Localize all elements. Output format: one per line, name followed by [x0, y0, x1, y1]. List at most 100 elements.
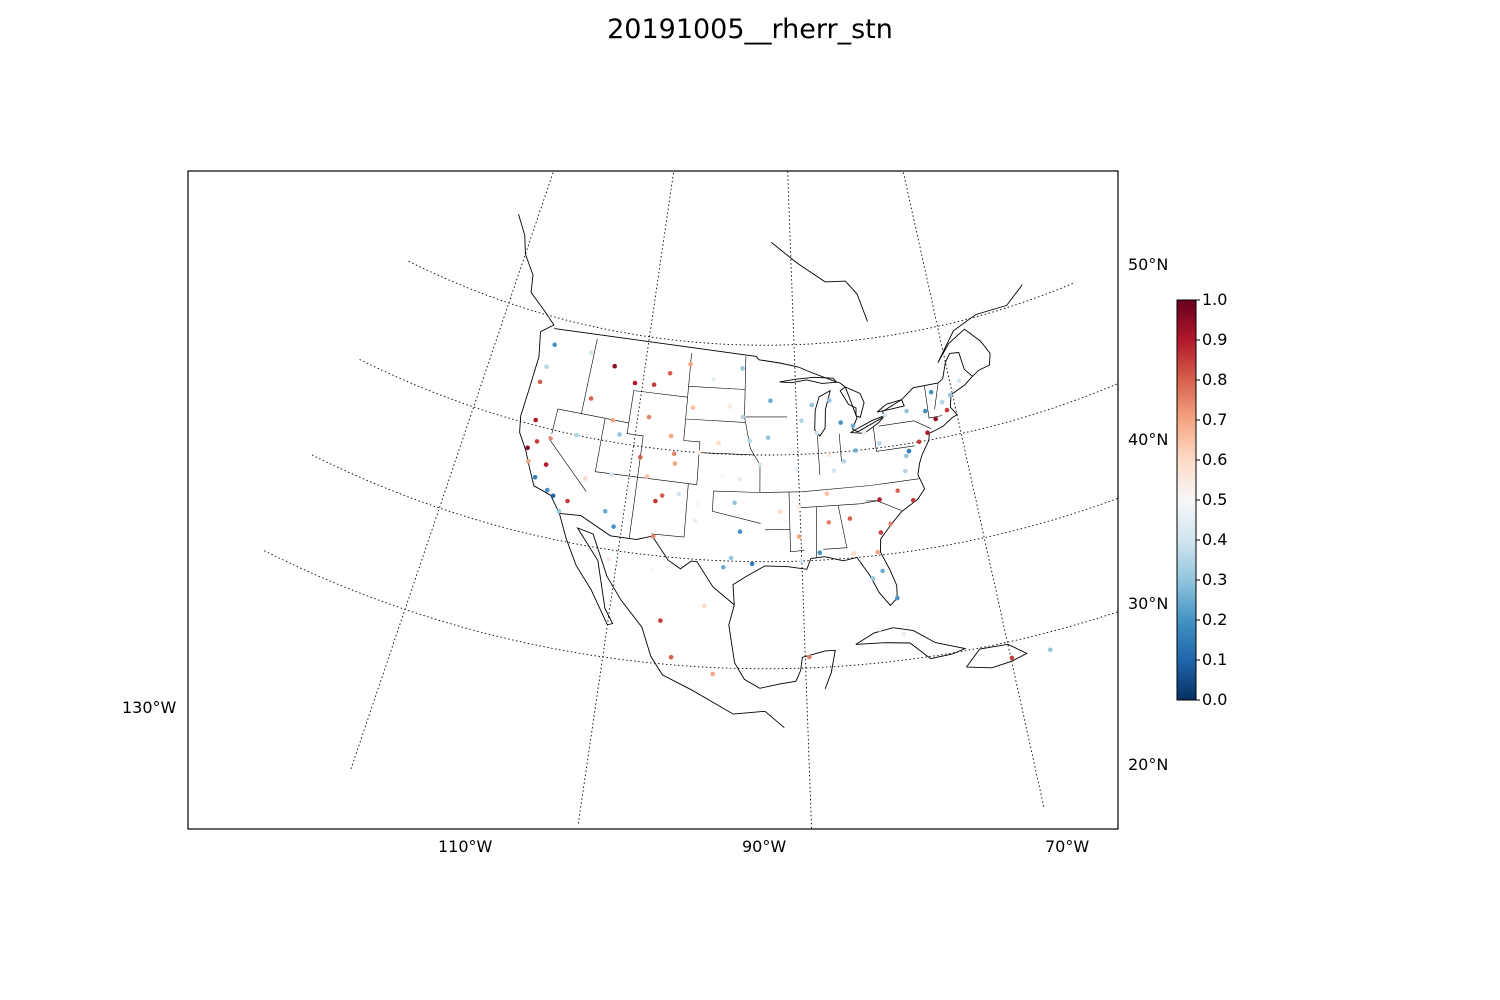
- meridian-line: [350, 171, 555, 770]
- station-point: [737, 529, 743, 534]
- station-point: [877, 627, 882, 632]
- state-border: [633, 390, 688, 398]
- state-border: [626, 390, 644, 539]
- station-point: [649, 568, 655, 573]
- state-border: [838, 433, 842, 462]
- station-point: [817, 550, 823, 555]
- station-point: [910, 497, 916, 503]
- meridian-line: [577, 171, 675, 824]
- graticule: [264, 171, 1118, 829]
- coast-or-border: [519, 331, 785, 729]
- state-border: [817, 435, 821, 475]
- station-point: [653, 498, 658, 504]
- station-point: [552, 342, 557, 348]
- station-point: [574, 433, 580, 438]
- colorbar-tick-label: 0.6: [1202, 450, 1228, 469]
- station-point: [875, 549, 880, 555]
- station-point: [933, 416, 938, 422]
- station-point: [672, 461, 678, 466]
- station-point: [671, 451, 677, 457]
- state-border: [873, 426, 915, 452]
- station-point: [610, 418, 616, 423]
- station-point: [583, 476, 588, 481]
- station-point: [796, 504, 802, 510]
- parallel-line: [311, 454, 1118, 563]
- meridian-line: [902, 171, 1045, 807]
- parallel-label-40: 40°N: [1128, 430, 1169, 449]
- colorbar-tick-label: 0.3: [1202, 570, 1228, 589]
- station-point: [895, 488, 900, 494]
- colorbar-tick-label: 0.2: [1202, 610, 1228, 629]
- coast-or-border: [839, 386, 865, 419]
- state-border: [594, 418, 697, 485]
- coast-or-border: [876, 399, 905, 413]
- coast-or-border: [559, 512, 735, 606]
- colorbar-tick-label: 0.8: [1202, 370, 1228, 389]
- state-border: [934, 382, 939, 410]
- meridian-label-130w: 130°W: [122, 698, 177, 717]
- coastlines-and-borders: [518, 213, 1028, 729]
- station-point: [534, 439, 540, 444]
- station-point: [862, 431, 867, 436]
- station-point: [711, 377, 716, 382]
- colorbar-tick-label: 0.5: [1202, 490, 1228, 509]
- station-point: [757, 462, 763, 468]
- station-point: [768, 398, 773, 404]
- colorbar-ticks: [1196, 299, 1200, 701]
- state-border: [688, 386, 746, 390]
- station-point: [537, 379, 543, 385]
- station-point: [944, 407, 950, 413]
- parallel-label-20: 20°N: [1128, 755, 1169, 774]
- station-point: [556, 508, 562, 514]
- state-border: [683, 353, 701, 485]
- station-point: [550, 433, 556, 438]
- station-point: [543, 462, 549, 467]
- station-point: [638, 454, 643, 460]
- station-point: [1048, 647, 1053, 653]
- state-border: [924, 385, 943, 419]
- station-point: [651, 382, 657, 388]
- station-point: [747, 438, 752, 444]
- state-border: [712, 491, 761, 524]
- meridian-label-70w: 70°W: [1045, 837, 1090, 856]
- station-point: [737, 477, 742, 482]
- station-point: [565, 498, 570, 504]
- station-point: [533, 417, 538, 423]
- station-point: [702, 603, 707, 608]
- station-point: [853, 448, 858, 453]
- station-point: [906, 448, 912, 454]
- station-point: [644, 474, 650, 479]
- colorbar-tick-label: 1.0: [1202, 290, 1228, 309]
- station-point: [826, 520, 832, 525]
- station-point: [532, 475, 538, 480]
- station-point: [609, 472, 614, 477]
- colorbar-tick-label: 0.0: [1202, 690, 1228, 709]
- state-border: [744, 356, 761, 493]
- coast-or-border: [855, 627, 967, 660]
- station-point: [827, 398, 832, 403]
- station-point: [877, 497, 882, 502]
- station-point: [916, 439, 922, 445]
- station-point: [550, 493, 556, 499]
- coast-or-border: [732, 284, 1023, 607]
- station-point: [696, 450, 702, 455]
- station-point: [526, 459, 531, 464]
- state-border: [797, 500, 879, 509]
- station-point: [740, 414, 746, 420]
- meridian-label-90w: 90°W: [742, 837, 787, 856]
- station-point: [814, 430, 819, 436]
- station-point: [690, 405, 696, 410]
- station-point: [831, 468, 837, 474]
- station-point: [888, 521, 893, 527]
- plot-title: 20191005__rherr_stn: [607, 14, 893, 45]
- state-border: [877, 500, 902, 511]
- state-border: [823, 505, 848, 550]
- station-point: [765, 435, 771, 441]
- station-point: [794, 467, 800, 472]
- station-point: [688, 362, 693, 367]
- coast-or-border: [814, 389, 831, 437]
- parallel-line: [408, 260, 1076, 346]
- station-point: [606, 556, 611, 562]
- station-point: [589, 350, 594, 355]
- colorbar-tick-label: 0.4: [1202, 530, 1228, 549]
